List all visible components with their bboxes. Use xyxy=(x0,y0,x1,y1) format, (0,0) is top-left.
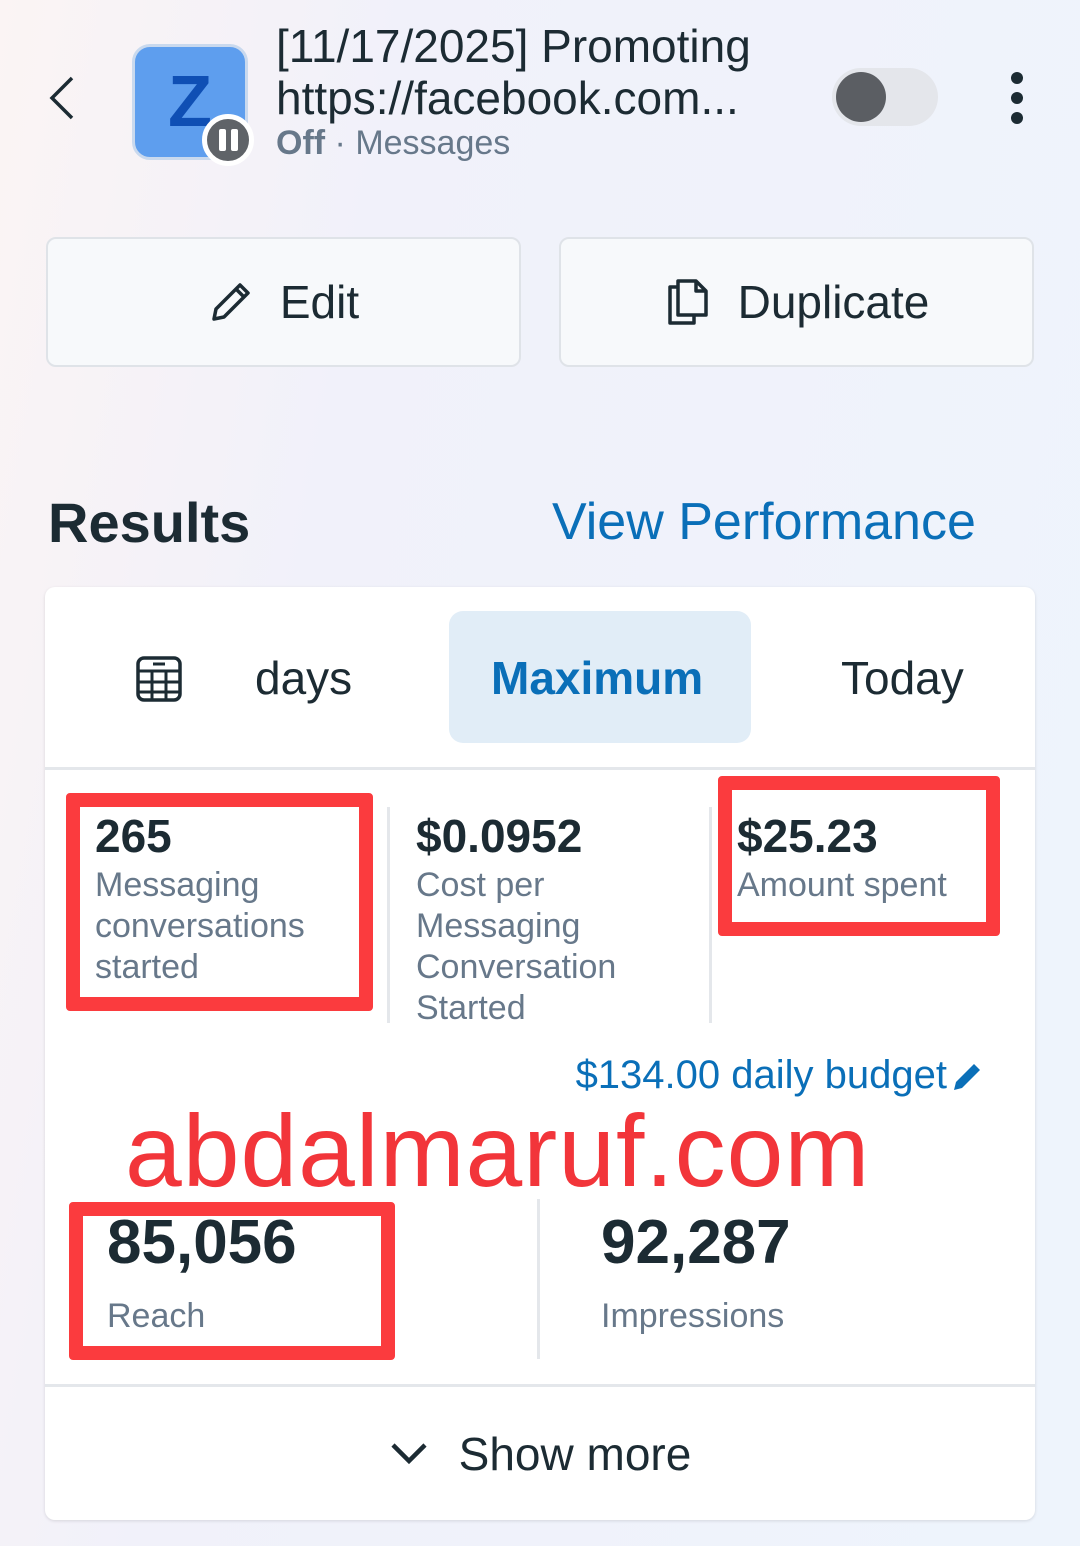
highlight-box xyxy=(66,793,373,1011)
watermark: abdalmaruf.com xyxy=(125,1094,871,1208)
show-more-button[interactable]: Show more xyxy=(45,1387,1035,1520)
metric-impressions: 92,287 Impressions xyxy=(601,1208,791,1335)
divider xyxy=(45,767,1035,770)
metric-amount-spent: $25.23 Amount spent xyxy=(737,810,947,904)
highlight-box xyxy=(718,776,1000,936)
metric-conversations: 265 Messaging conversations started xyxy=(95,810,305,986)
results-heading: Results xyxy=(48,491,251,554)
campaign-title: [11/17/2025] Promoting https://facebook.c… xyxy=(276,20,751,124)
pencil-icon xyxy=(212,283,250,321)
tab-maximum[interactable] xyxy=(449,611,751,743)
metric-reach: 85,056 Reach xyxy=(107,1208,297,1335)
view-performance-link[interactable]: View Performance xyxy=(552,493,976,551)
results-card: days Maximum Today 265 Messaging convers… xyxy=(45,587,1035,1520)
tab-maximum-label[interactable]: Maximum xyxy=(491,652,704,704)
avatar: Z xyxy=(132,44,248,160)
metric-cost-per-conversation: $0.0952 Cost per Messaging Conversation … xyxy=(416,810,617,1027)
calendar-icon[interactable] xyxy=(135,655,183,703)
highlight-box xyxy=(69,1202,395,1360)
pencil-icon xyxy=(954,1063,980,1090)
divider xyxy=(45,1384,1035,1387)
edit-button[interactable]: Edit xyxy=(46,237,521,367)
divider xyxy=(709,807,712,1023)
divider xyxy=(387,807,390,1023)
tab-today[interactable]: Today xyxy=(841,652,964,704)
daily-budget-link[interactable]: $134.00 daily budget xyxy=(576,1053,985,1098)
paused-icon xyxy=(202,114,254,166)
divider xyxy=(537,1199,540,1359)
more-options-icon[interactable] xyxy=(1006,72,1028,124)
campaign-status: Off · Messages xyxy=(276,124,511,162)
chevron-down-icon xyxy=(391,1442,427,1464)
duplicate-icon xyxy=(667,279,708,325)
tab-days[interactable]: days xyxy=(255,652,353,704)
campaign-toggle[interactable] xyxy=(832,68,938,126)
duplicate-button[interactable]: Duplicate xyxy=(559,237,1034,367)
back-icon[interactable] xyxy=(44,74,84,122)
